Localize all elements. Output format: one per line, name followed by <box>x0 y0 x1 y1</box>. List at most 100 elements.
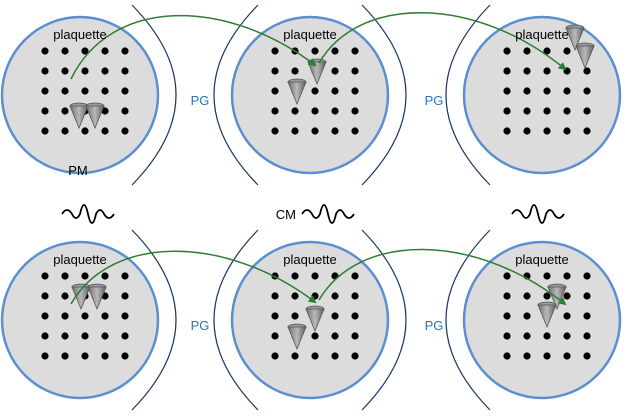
dot <box>271 87 279 95</box>
dot <box>121 292 129 300</box>
plate-label: plaquette <box>53 27 107 42</box>
dot <box>101 107 109 115</box>
dot <box>81 272 89 280</box>
dot <box>271 352 279 360</box>
bracket-right <box>361 4 407 186</box>
cone-icon <box>71 286 91 311</box>
dot <box>41 352 49 360</box>
dot <box>543 107 551 115</box>
cone-icon <box>575 45 595 70</box>
dot <box>563 272 571 280</box>
dot <box>583 352 591 360</box>
dot <box>291 312 299 320</box>
dot <box>543 292 551 300</box>
plate-label: plaquette <box>515 252 569 267</box>
transfer-arrow <box>318 12 567 71</box>
dot <box>101 127 109 135</box>
dot <box>563 352 571 360</box>
dot <box>331 312 339 320</box>
dot <box>583 67 591 75</box>
dot <box>41 332 49 340</box>
dot <box>351 67 359 75</box>
dot <box>523 67 531 75</box>
dot <box>583 87 591 95</box>
dot <box>563 127 571 135</box>
plate-bottom-0 <box>0 240 160 400</box>
dot <box>351 107 359 115</box>
dot <box>291 107 299 115</box>
dot <box>41 67 49 75</box>
dot <box>271 127 279 135</box>
dot <box>523 87 531 95</box>
dot <box>41 107 49 115</box>
dot <box>311 47 319 55</box>
dot <box>311 87 319 95</box>
cone-icon <box>85 105 105 130</box>
cone-label: PM <box>68 163 88 178</box>
cone-icon <box>565 27 585 52</box>
dot <box>503 87 511 95</box>
dot <box>61 312 69 320</box>
dot <box>331 67 339 75</box>
plate-label: plaquette <box>283 252 337 267</box>
waveform-icon <box>61 204 115 224</box>
dot <box>583 272 591 280</box>
dot <box>101 312 109 320</box>
dot <box>101 352 109 360</box>
dot <box>121 332 129 340</box>
dot <box>543 352 551 360</box>
dot <box>563 332 571 340</box>
dot <box>81 352 89 360</box>
transfer-arrow <box>318 248 567 306</box>
dot <box>291 352 299 360</box>
bracket-left <box>445 4 491 186</box>
plate-bottom-2 <box>462 240 622 400</box>
dot <box>121 107 129 115</box>
plate-bottom-1 <box>230 240 390 400</box>
dot <box>121 127 129 135</box>
dot <box>271 47 279 55</box>
dot <box>61 127 69 135</box>
dot <box>503 292 511 300</box>
dot <box>523 127 531 135</box>
dot <box>523 332 531 340</box>
dot <box>543 272 551 280</box>
dot <box>311 352 319 360</box>
dot <box>503 127 511 135</box>
dot <box>121 272 129 280</box>
dot <box>543 47 551 55</box>
dot <box>121 87 129 95</box>
waveform-icon <box>511 204 565 224</box>
dot <box>331 107 339 115</box>
dot <box>351 47 359 55</box>
dot <box>503 352 511 360</box>
dot <box>523 47 531 55</box>
dot <box>523 292 531 300</box>
dot <box>121 67 129 75</box>
dot <box>41 272 49 280</box>
dot <box>503 67 511 75</box>
dot <box>503 332 511 340</box>
dot <box>81 127 89 135</box>
dot <box>291 292 299 300</box>
dot <box>61 292 69 300</box>
dot <box>291 127 299 135</box>
dot <box>41 127 49 135</box>
dot <box>271 292 279 300</box>
dot <box>563 107 571 115</box>
dot <box>523 312 531 320</box>
dot <box>121 312 129 320</box>
dot <box>331 272 339 280</box>
dot <box>503 47 511 55</box>
bracket-left <box>445 229 491 411</box>
dot <box>61 352 69 360</box>
bracket-left <box>213 4 259 186</box>
dot <box>41 87 49 95</box>
transfer-arrow <box>70 15 317 80</box>
dot <box>101 47 109 55</box>
dot <box>563 292 571 300</box>
dot <box>543 67 551 75</box>
plate-label: plaquette <box>515 27 569 42</box>
